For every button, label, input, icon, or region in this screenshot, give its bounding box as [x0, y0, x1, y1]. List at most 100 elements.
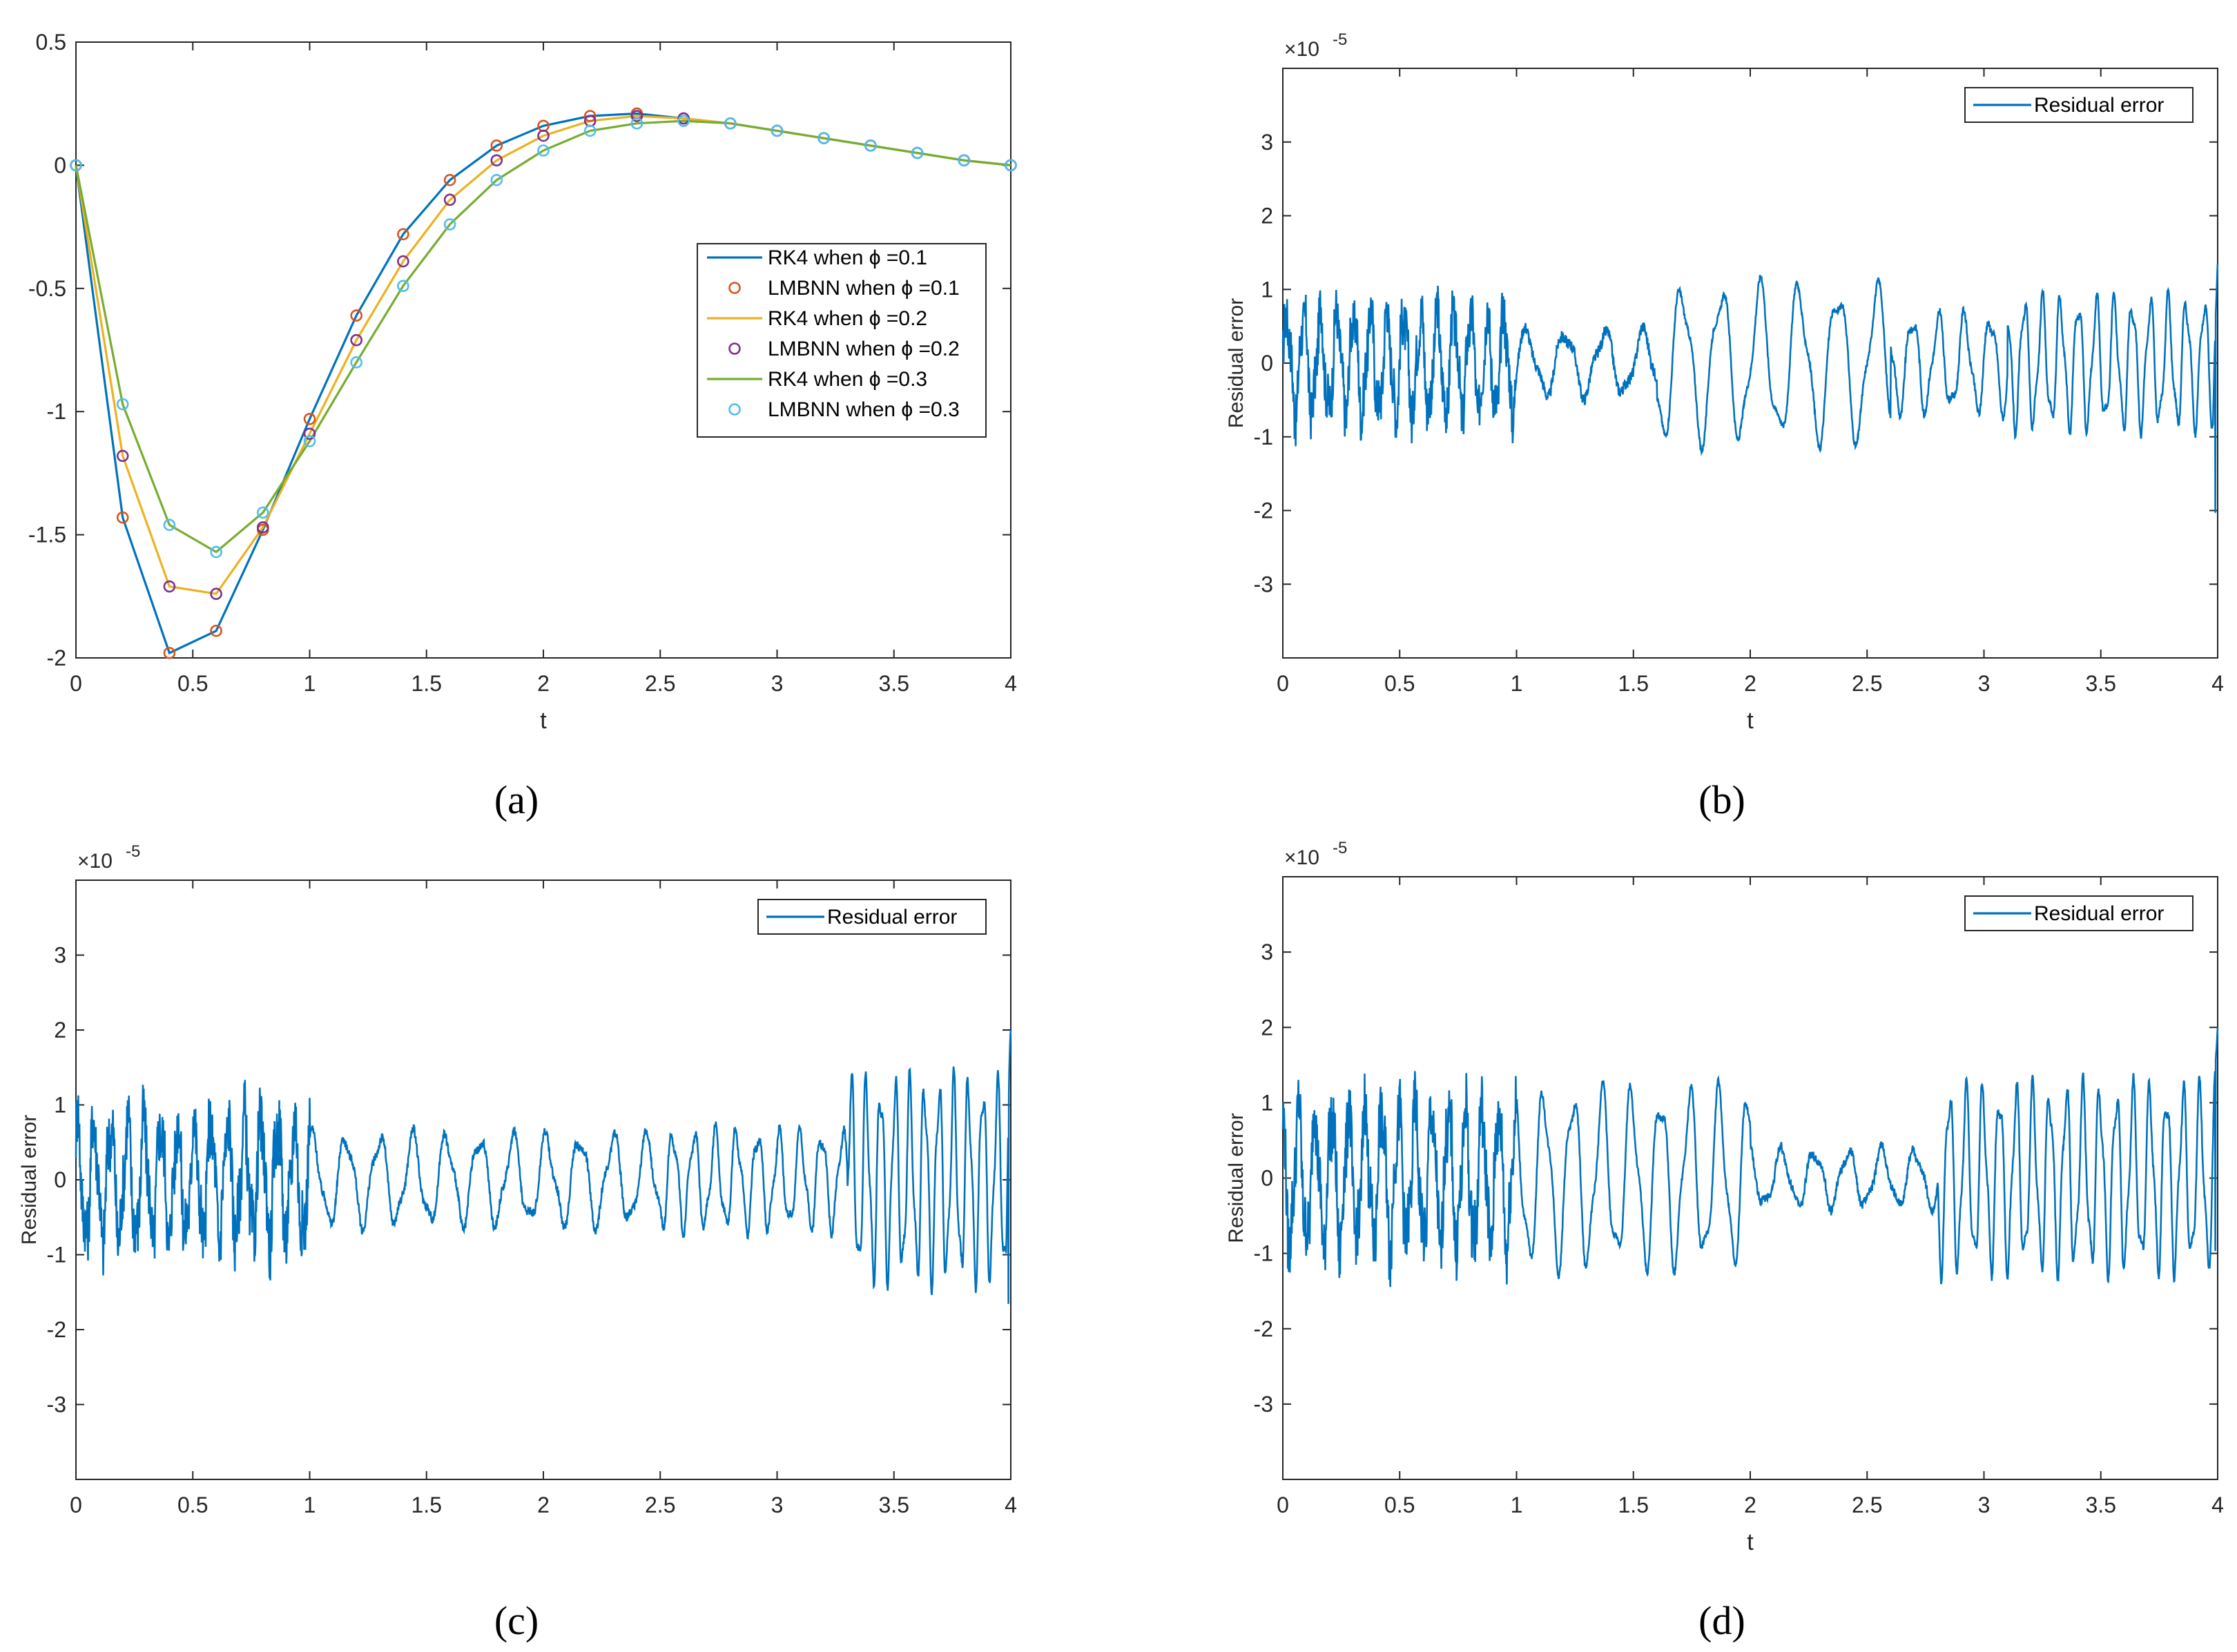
residual-line — [1281, 1027, 2219, 1287]
data-point — [256, 521, 269, 534]
data-point — [116, 511, 129, 524]
x-tick-label: 4 — [2211, 1493, 2224, 1517]
x-tick-label: 3 — [771, 671, 784, 696]
x-tick-label: 3.5 — [879, 671, 909, 696]
data-point — [210, 624, 222, 637]
x-tick-label: 1 — [304, 671, 316, 696]
y-tick-label: 0 — [1261, 1166, 1273, 1191]
x-axis-label: t — [540, 708, 547, 734]
data-point — [864, 139, 877, 152]
x-tick-label: 1 — [1511, 1493, 1523, 1517]
y-tick-label: 0 — [54, 1167, 66, 1192]
x-tick-label: 2.5 — [645, 1493, 675, 1517]
exponent-label: ×10 — [77, 850, 113, 873]
y-tick-label: 2 — [1261, 1015, 1273, 1040]
y-tick-label: -1 — [47, 399, 66, 424]
data-point — [397, 255, 409, 268]
y-tick-label: -3 — [1254, 572, 1273, 596]
x-tick-label: 0 — [1277, 1493, 1289, 1517]
data-point — [210, 587, 222, 601]
x-tick-label: 0.5 — [1384, 1493, 1415, 1517]
y-tick-label: 0 — [54, 153, 66, 177]
data-point — [958, 154, 971, 167]
y-tick-label: -2 — [47, 1317, 66, 1342]
x-tick-label: 3.5 — [2086, 671, 2116, 696]
data-point — [303, 435, 316, 447]
data-point — [303, 427, 316, 440]
plot-area — [1282, 876, 2218, 1480]
legend-entry: LMBNN when ϕ =0.1 — [768, 277, 960, 300]
panel-label-b: (b) — [1698, 777, 1745, 822]
x-tick-label: 1.5 — [1618, 1493, 1649, 1517]
series-line-4 — [75, 119, 1011, 554]
x-tick-label: 2 — [1744, 671, 1756, 696]
data-point — [350, 333, 363, 347]
y-axis-label: Residual error — [1225, 298, 1248, 428]
x-tick-label: 0.5 — [177, 1493, 208, 1517]
data-point — [1005, 159, 1017, 172]
data-point — [163, 518, 176, 532]
y-tick-label: -2 — [1254, 498, 1273, 523]
x-tick-label: 3 — [1978, 1493, 1991, 1517]
x-tick-label: 2.5 — [645, 671, 675, 696]
data-point — [163, 647, 176, 659]
x-tick-label: 3.5 — [879, 1493, 909, 1517]
x-tick-label: 0.5 — [1384, 671, 1415, 696]
y-tick-label: 0 — [1261, 351, 1273, 376]
residual-line — [1281, 263, 2219, 513]
x-tick-label: 1 — [304, 1493, 316, 1517]
chart-d: 0 0.5 1 1.5 2 2.5 3 3.5 4 -3 -2 -1 0 1 2 3 t Residual err… — [1225, 839, 2224, 1555]
data-point — [350, 356, 363, 369]
legend-marker — [728, 342, 741, 355]
data-point — [490, 154, 503, 167]
x-tick-label: 0 — [70, 671, 82, 696]
y-axis-label: Residual error — [1225, 1113, 1248, 1243]
legend-entry: RK4 when ϕ =0.3 — [768, 368, 927, 391]
y-tick-label: -1 — [1254, 1241, 1273, 1266]
data-point — [490, 174, 503, 186]
legend-entry: RK4 when ϕ =0.1 — [768, 246, 927, 269]
data-point — [116, 449, 129, 463]
x-axis-label: t — [1747, 708, 1754, 734]
data-point — [537, 144, 550, 157]
y-tick-label: -1.5 — [28, 523, 66, 547]
data-point — [537, 129, 550, 142]
x-tick-label: 0.5 — [177, 671, 208, 696]
panel-label-a: (a) — [494, 777, 539, 822]
data-point — [350, 309, 363, 322]
legend-marker — [728, 282, 741, 294]
legend-entry: Residual error — [827, 906, 957, 929]
x-tick-label: 3.5 — [2086, 1493, 2116, 1517]
y-tick-label: -2 — [47, 645, 66, 670]
legend-entry: Residual error — [2034, 94, 2164, 117]
data-point — [443, 218, 456, 231]
y-tick-label: 0.5 — [36, 30, 66, 55]
data-point — [583, 110, 597, 122]
y-tick-label: 3 — [1261, 940, 1273, 964]
data-point — [256, 506, 269, 519]
y-tick-label: -2 — [1254, 1316, 1273, 1341]
exponent-power: -5 — [1333, 839, 1347, 857]
x-tick-label: 0 — [1277, 671, 1289, 696]
y-tick-label: -0.5 — [28, 276, 66, 301]
exponent-label: ×10 — [1284, 38, 1319, 61]
legend-marker — [728, 403, 741, 416]
x-tick-label: 1.5 — [411, 671, 442, 696]
data-point — [490, 139, 503, 152]
data-point — [630, 117, 643, 130]
legend-box — [697, 243, 987, 438]
x-tick-label: 2 — [537, 671, 550, 696]
exponent-power: -5 — [1333, 30, 1347, 49]
data-point — [163, 580, 176, 593]
y-tick-label: 3 — [1261, 130, 1273, 155]
y-tick-label: -1 — [1254, 425, 1273, 449]
y-axis-label: Residual error — [18, 1115, 41, 1245]
exponent-power: -5 — [126, 842, 140, 861]
data-point — [677, 115, 690, 127]
data-point — [817, 132, 830, 144]
legend-entry: RK4 when ϕ =0.2 — [768, 307, 927, 330]
data-point — [210, 545, 222, 558]
y-tick-label: -3 — [1254, 1392, 1273, 1417]
y-tick-label: 1 — [54, 1093, 66, 1118]
